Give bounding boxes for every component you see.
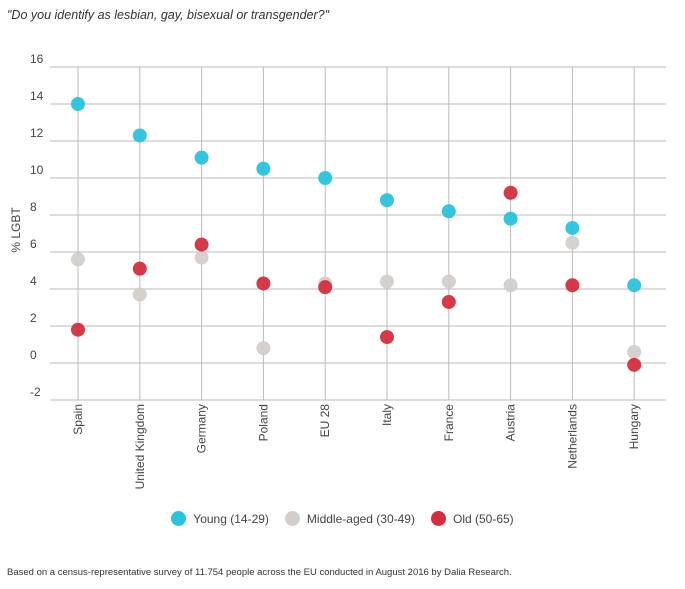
- data-point-middle[interactable]: [441, 274, 456, 289]
- x-tick-label: Poland: [256, 404, 270, 441]
- data-point-young[interactable]: [565, 220, 580, 235]
- x-tick-label: EU 28: [318, 404, 332, 438]
- dot-plot-chart: 16 14 12 10 8 6 4 2 0 -2 % LGBT Spain United Kingdom…: [9, 52, 666, 489]
- data-point-old[interactable]: [194, 237, 209, 252]
- x-tick-label: Italy: [380, 404, 394, 426]
- y-tick-label: 2: [30, 311, 37, 325]
- y-tick-label: 0: [30, 348, 37, 362]
- data-point-old[interactable]: [318, 280, 333, 295]
- data-point-old[interactable]: [627, 357, 642, 372]
- x-tick-label: France: [442, 404, 456, 442]
- legend-swatch-middle-aged: [284, 511, 300, 526]
- y-axis-label: % LGBT: [9, 207, 23, 253]
- x-tick-label: Netherlands: [565, 404, 579, 469]
- legend-label-old: Old (50-65): [452, 511, 514, 526]
- chart-legend: Young (14-29) Middle-aged (30-49) Old (5…: [0, 511, 685, 526]
- y-tick-label: 16: [30, 52, 44, 66]
- y-tick-label: 6: [30, 237, 37, 251]
- x-tick-label: Spain: [71, 404, 85, 435]
- legend-swatch-young: [171, 511, 187, 526]
- x-tick-label: United Kingdom: [133, 404, 147, 489]
- data-point-middle[interactable]: [627, 344, 642, 359]
- y-tick-label: -2: [30, 385, 41, 399]
- y-tick-label: 8: [30, 200, 37, 214]
- data-point-old[interactable]: [380, 330, 394, 345]
- data-point-young[interactable]: [627, 278, 642, 293]
- legend-label-middle-aged: Middle-aged (30-49): [306, 511, 415, 526]
- legend-item-middle-aged[interactable]: Middle-aged (30-49): [284, 511, 415, 526]
- data-point-young[interactable]: [380, 193, 394, 208]
- data-point-middle[interactable]: [380, 274, 394, 289]
- x-tick-label: Hungary: [627, 404, 641, 449]
- data-point-young[interactable]: [194, 150, 209, 165]
- legend-label-young: Young (14-29): [193, 511, 269, 526]
- data-point-old[interactable]: [132, 261, 147, 276]
- data-point-young[interactable]: [318, 171, 333, 185]
- chart-question: "Do you identify as lesbian, gay, bisexu…: [7, 8, 330, 22]
- data-point-old[interactable]: [71, 322, 85, 337]
- data-point-young[interactable]: [441, 204, 456, 219]
- data-point-middle[interactable]: [71, 252, 85, 267]
- y-tick-label: 4: [30, 274, 37, 288]
- legend-swatch-old: [430, 511, 446, 526]
- data-point-middle[interactable]: [256, 341, 271, 356]
- data-point-middle[interactable]: [503, 278, 518, 293]
- source-note: Based on a census-representative survey …: [7, 567, 512, 578]
- data-point-old[interactable]: [565, 278, 580, 293]
- legend-item-old[interactable]: Old (50-65): [430, 511, 514, 526]
- data-point-middle[interactable]: [565, 235, 580, 250]
- x-tick-label: Austria: [504, 404, 518, 442]
- data-point-young[interactable]: [256, 161, 271, 176]
- x-tick-label: Germany: [195, 404, 209, 453]
- data-point-old[interactable]: [256, 276, 271, 291]
- data-point-middle[interactable]: [194, 250, 209, 265]
- data-point-old[interactable]: [503, 185, 518, 200]
- data-point-young[interactable]: [132, 128, 147, 143]
- data-point-old[interactable]: [441, 294, 456, 309]
- data-point-young[interactable]: [71, 97, 85, 111]
- y-tick-label: 12: [30, 126, 44, 140]
- y-tick-label: 14: [30, 89, 44, 103]
- y-tick-label: 10: [30, 163, 44, 177]
- legend-item-young[interactable]: Young (14-29): [171, 511, 269, 526]
- data-point-young[interactable]: [503, 211, 518, 226]
- data-point-middle[interactable]: [132, 287, 147, 302]
